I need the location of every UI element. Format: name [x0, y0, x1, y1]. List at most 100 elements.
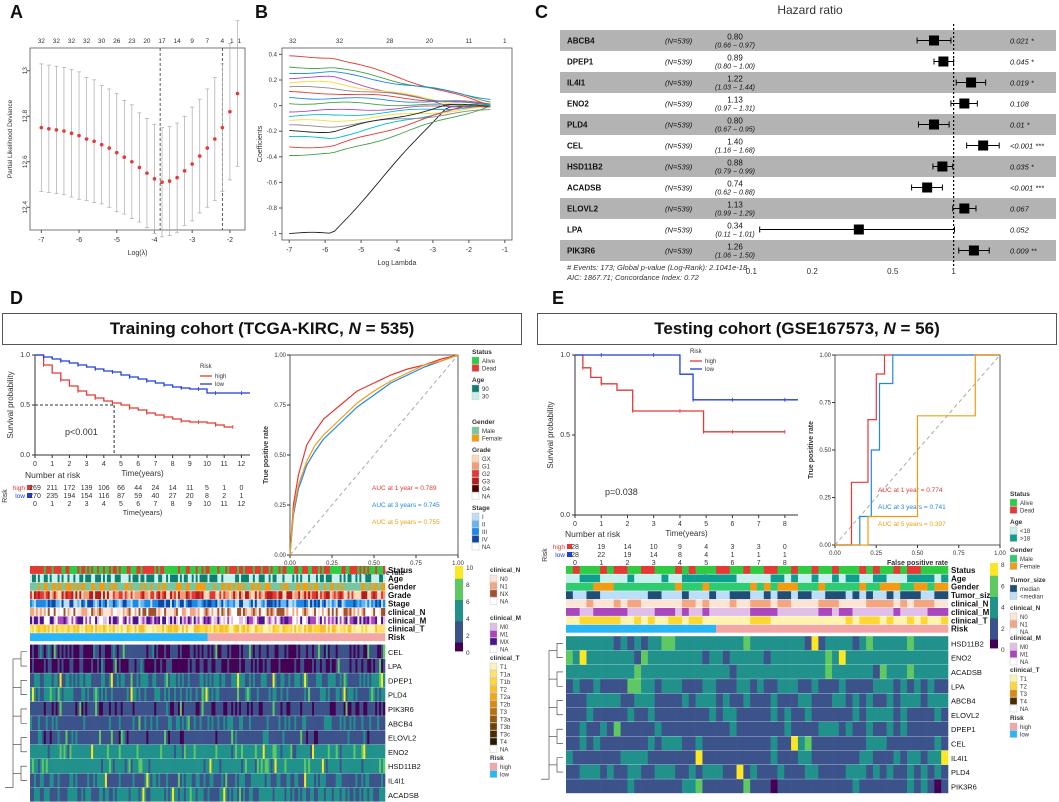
anno-cell [866, 566, 874, 574]
anno-cell [93, 633, 96, 642]
anno-cell [37, 624, 41, 633]
anno-cell [193, 591, 196, 600]
heat-cell [688, 650, 696, 665]
heat-cell [306, 658, 309, 673]
anno-cell [743, 591, 751, 600]
heat-cell [195, 716, 198, 731]
heat-cell [71, 744, 74, 759]
anno-cell [757, 574, 765, 583]
anno-cell [89, 591, 92, 600]
heat-cell [641, 664, 649, 679]
anno-cell [681, 582, 690, 591]
anno-cell [736, 608, 744, 616]
cv-point [152, 177, 157, 181]
anno-cell [235, 591, 238, 600]
p-value: 0.009 ** [1010, 247, 1038, 256]
anno-cell [81, 624, 84, 633]
x-tick-label: 0.50 [912, 551, 924, 557]
heat-cell [250, 687, 254, 702]
anno-cell [209, 591, 212, 600]
anno-cell [647, 616, 655, 625]
legend-label: M1 [500, 633, 509, 639]
top-axis-label: 30 [98, 38, 106, 45]
anno-cell [101, 582, 104, 591]
anno-cell [260, 566, 264, 574]
heat-cell [154, 658, 157, 673]
heat-cell [244, 701, 248, 716]
heat-cell [381, 687, 384, 702]
cv-point [77, 133, 81, 138]
anno-cell [586, 574, 594, 583]
anno-cell [223, 624, 226, 633]
anno-cell [934, 599, 942, 608]
heat-cell [304, 787, 307, 802]
anno-cell [55, 608, 58, 616]
heat-cell [132, 773, 135, 788]
anno-cell [339, 574, 342, 583]
heat-cell [312, 658, 315, 673]
heat-cell [59, 716, 62, 731]
anno-cell [75, 616, 78, 625]
anno-cell [284, 624, 287, 633]
heat-cell [244, 716, 248, 731]
heat-cell [784, 650, 792, 665]
heat-cell [89, 787, 92, 802]
cv-point [197, 154, 202, 158]
heat-cell [45, 658, 49, 673]
heat-cell [83, 730, 86, 745]
risk-count: 19 [624, 552, 632, 559]
heat-cell [79, 701, 82, 716]
anno-cell [729, 582, 737, 591]
anno-cell [177, 616, 181, 625]
anno-cell [191, 624, 194, 633]
anno-cell [927, 591, 935, 600]
anno-cell [229, 608, 232, 616]
heat-cell [120, 716, 123, 731]
anno-cell [231, 574, 234, 583]
heat-cell [310, 787, 313, 802]
heat-cell [286, 773, 289, 788]
anno-cell [172, 582, 175, 591]
heat-cell [181, 701, 185, 716]
anno-cell [349, 566, 352, 574]
heat-cell [852, 650, 860, 665]
heat-cell [371, 773, 374, 788]
anno-cell [736, 591, 744, 600]
heat-cell [235, 773, 238, 788]
heat-cell [209, 687, 212, 702]
anno-cell [797, 608, 806, 616]
anno-cell [695, 574, 703, 583]
risk-count: 172 [64, 485, 76, 492]
heat-cell [620, 650, 628, 665]
anno-cell [207, 591, 210, 600]
y-tick-label: 0.0 [20, 452, 30, 459]
heat-cell [201, 701, 204, 716]
anno-cell [379, 566, 382, 574]
heat-cell [75, 658, 78, 673]
heat-cell [126, 644, 129, 659]
anno-cell [258, 633, 262, 642]
anno-cell [777, 599, 785, 608]
anno-cell [205, 616, 208, 625]
heat-cell [223, 773, 226, 788]
heat-cell [252, 773, 256, 788]
heat-cell [367, 673, 370, 688]
heat-cell [136, 773, 139, 788]
anno-cell [777, 574, 785, 583]
anno-cell [55, 616, 58, 625]
heat-cell [124, 701, 127, 716]
heat-cell [321, 773, 325, 788]
heat-cell [266, 759, 269, 773]
anno-cell [709, 582, 717, 591]
heat-cell [132, 787, 135, 802]
anno-cell [278, 624, 281, 633]
heat-cell [93, 759, 96, 773]
heat-cell [272, 687, 275, 702]
anno-cell [128, 616, 131, 625]
anno-cell [375, 624, 378, 633]
heat-cell [315, 658, 319, 673]
risk-count: 14 [624, 544, 632, 551]
heat-cell [53, 730, 56, 745]
anno-cell [284, 616, 287, 625]
anno-cell [39, 624, 43, 633]
